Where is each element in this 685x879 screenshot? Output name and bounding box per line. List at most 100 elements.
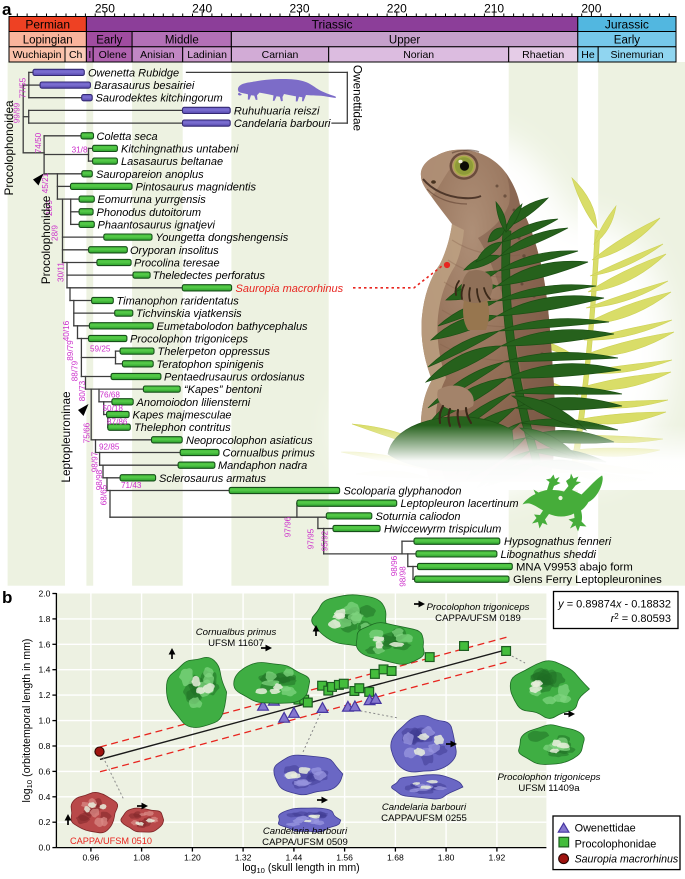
svg-text:Ruhuhuaria reiszi: Ruhuhuaria reiszi [234, 105, 320, 117]
svg-text:log10 (skull length in mm): log10 (skull length in mm) [242, 862, 359, 875]
svg-text:0.2: 0.2 [38, 817, 50, 827]
svg-text:1.6: 1.6 [38, 639, 50, 649]
svg-text:Barasaurus besairiei: Barasaurus besairiei [94, 80, 195, 92]
svg-text:1.0: 1.0 [38, 716, 50, 726]
svg-text:Owenetta Rubidge: Owenetta Rubidge [88, 67, 179, 79]
svg-text:Norian: Norian [403, 49, 434, 61]
svg-text:Libognathus sheddi: Libognathus sheddi [501, 549, 597, 561]
svg-text:CAPPA/UFSM 0255: CAPPA/UFSM 0255 [381, 813, 467, 824]
svg-text:MNA V9953 abajo form: MNA V9953 abajo form [516, 562, 633, 574]
svg-text:Glens Ferry Leptopleuronines: Glens Ferry Leptopleuronines [513, 574, 662, 586]
svg-text:77/55: 77/55 [19, 77, 28, 98]
svg-text:99/99: 99/99 [13, 102, 22, 123]
svg-text:Procolophon trigoniceps: Procolophon trigoniceps [427, 602, 530, 613]
svg-text:CAPPA/UFSM 0189: CAPPA/UFSM 0189 [435, 613, 521, 624]
svg-text:0.8: 0.8 [38, 741, 50, 751]
svg-text:1.56: 1.56 [336, 853, 353, 863]
svg-text:Youngetta dongshengensis: Youngetta dongshengensis [156, 232, 289, 244]
svg-text:59/25: 59/25 [90, 345, 111, 354]
svg-text:210: 210 [484, 2, 504, 16]
svg-text:Soturnia caliodon: Soturnia caliodon [376, 511, 461, 523]
svg-text:40/16: 40/16 [62, 320, 71, 341]
svg-text:Procolophon trigoniceps: Procolophon trigoniceps [130, 334, 249, 346]
svg-text:98/98: 98/98 [398, 566, 407, 587]
svg-text:Coletta seca: Coletta seca [97, 131, 158, 143]
svg-text:Early: Early [96, 34, 122, 46]
svg-text:UFSM 11607: UFSM 11607 [208, 638, 264, 649]
svg-text:Olene: Olene [99, 49, 127, 61]
svg-text:Hypsognathus fenneri: Hypsognathus fenneri [504, 536, 612, 548]
svg-text:CAPPA/UFSM 0509: CAPPA/UFSM 0509 [262, 837, 348, 848]
svg-text:80/73: 80/73 [78, 380, 87, 401]
svg-text:Cornualbus primus: Cornualbus primus [196, 627, 277, 638]
svg-text:Thelerpeton oppressus: Thelerpeton oppressus [158, 346, 271, 358]
svg-text:68/65: 68/65 [99, 484, 108, 505]
svg-text:Theledectes perforatus: Theledectes perforatus [153, 270, 266, 282]
svg-text:Scoloparia glyphanodon: Scoloparia glyphanodon [344, 486, 462, 498]
svg-text:Eumetabolodon bathycephalus: Eumetabolodon bathycephalus [157, 321, 309, 333]
svg-text:Ladinian: Ladinian [187, 49, 227, 61]
svg-text:Carnian: Carnian [262, 49, 299, 61]
svg-text:Procolophonidae: Procolophonidae [575, 839, 657, 851]
svg-text:a: a [2, 0, 12, 19]
svg-text:log10 (orbitotemporal length i: log10 (orbitotemporal length in mm) [21, 639, 34, 803]
svg-text:97/95: 97/95 [307, 528, 316, 549]
svg-text:Upper: Upper [389, 34, 420, 46]
svg-text:0.0: 0.0 [38, 843, 50, 853]
svg-text:250: 250 [95, 2, 115, 16]
svg-text:Sauropia macrorhinus: Sauropia macrorhinus [575, 854, 679, 866]
svg-text:Oryporan insolitus: Oryporan insolitus [130, 245, 219, 257]
svg-text:Middle: Middle [165, 34, 199, 46]
svg-text:Permian: Permian [25, 17, 70, 31]
svg-text:220: 220 [387, 2, 407, 16]
svg-text:Hwiccewyrm trispiculum: Hwiccewyrm trispiculum [384, 524, 501, 536]
svg-text:1.20: 1.20 [184, 853, 201, 863]
svg-text:Lopingian: Lopingian [23, 34, 73, 46]
svg-text:1.44: 1.44 [286, 853, 303, 863]
svg-text:“Kapes” bentoni: “Kapes” bentoni [184, 384, 262, 396]
svg-text:45/21: 45/21 [41, 172, 50, 193]
svg-text:1.32: 1.32 [235, 853, 252, 863]
svg-text:1.80: 1.80 [438, 853, 455, 863]
svg-text:y = 0.89874x - 0.18832: y = 0.89874x - 0.18832 [557, 599, 671, 611]
svg-text:Sinemurian: Sinemurian [611, 49, 664, 61]
svg-text:UFSM 11409a: UFSM 11409a [518, 783, 580, 794]
svg-text:b: b [2, 588, 12, 607]
svg-text:Anisian: Anisian [140, 49, 175, 61]
svg-text:28/9: 28/9 [51, 225, 60, 241]
svg-text:Tichvinskia vjatkensis: Tichvinskia vjatkensis [136, 308, 242, 320]
svg-text:Rhaetian: Rhaetian [522, 49, 564, 61]
svg-text:1.4: 1.4 [38, 665, 50, 675]
svg-text:89/79: 89/79 [66, 340, 75, 361]
svg-text:I: I [88, 49, 91, 61]
svg-text:76/68: 76/68 [100, 391, 121, 400]
svg-text:1.08: 1.08 [133, 853, 150, 863]
svg-text:75/66: 75/66 [82, 422, 91, 443]
svg-text:0.4: 0.4 [38, 792, 50, 802]
svg-text:97/96: 97/96 [284, 516, 293, 537]
svg-text:240: 240 [192, 2, 212, 16]
svg-text:Kitchingnathus untabeni: Kitchingnathus untabeni [121, 143, 239, 155]
svg-text:Early: Early [614, 34, 640, 46]
svg-text:30/11: 30/11 [57, 262, 66, 282]
svg-text:Wuchiapin: Wuchiapin [13, 49, 62, 61]
svg-text:Sauropia macrorhinus: Sauropia macrorhinus [236, 283, 344, 295]
svg-text:0.6: 0.6 [38, 766, 50, 776]
svg-text:87/86: 87/86 [107, 418, 128, 427]
svg-text:Kapes majmesculae: Kapes majmesculae [133, 410, 232, 422]
svg-text:Eomurruna yurrgensis: Eomurruna yurrgensis [98, 194, 207, 206]
svg-text:71/43: 71/43 [121, 481, 142, 490]
svg-text:Anomoiodon liliensterni: Anomoiodon liliensterni [136, 397, 251, 409]
svg-text:Ch: Ch [69, 49, 83, 61]
svg-text:74/50: 74/50 [34, 132, 43, 153]
svg-text:Triassic: Triassic [312, 17, 353, 31]
svg-text:0.96: 0.96 [83, 853, 100, 863]
svg-text:Candelaria barbouri: Candelaria barbouri [382, 802, 467, 813]
svg-text:Sclerosaurus armatus: Sclerosaurus armatus [159, 473, 266, 485]
svg-text:Procolophonoidea: Procolophonoidea [2, 100, 16, 196]
svg-text:1.8: 1.8 [38, 614, 50, 624]
svg-text:230: 230 [289, 2, 309, 16]
svg-text:Candelaria barbouri: Candelaria barbouri [234, 118, 331, 130]
svg-text:2.0: 2.0 [38, 589, 50, 599]
svg-text:Leptopleuroninae: Leptopleuroninae [59, 391, 73, 483]
